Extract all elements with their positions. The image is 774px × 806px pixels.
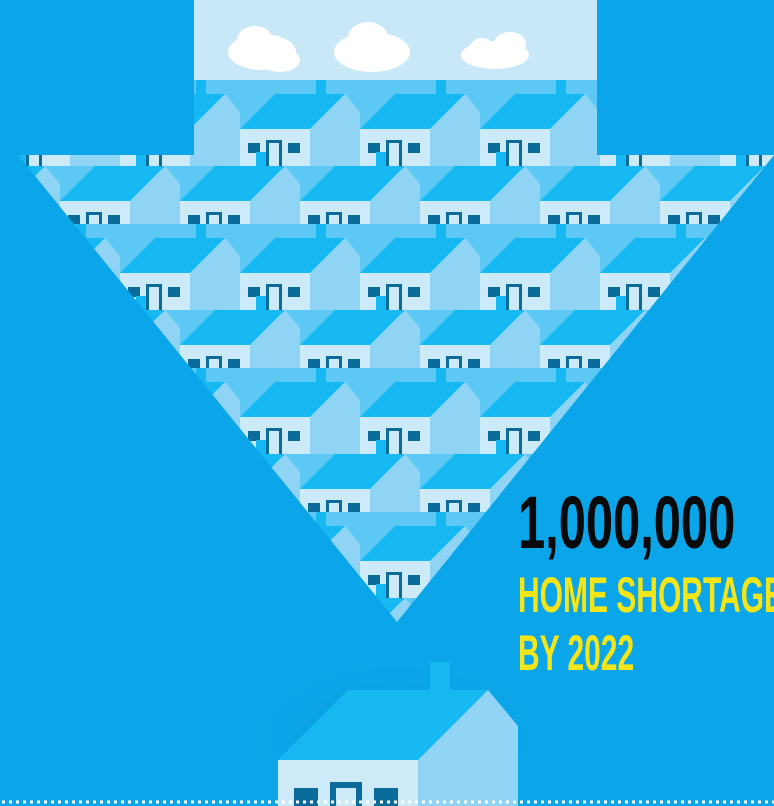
clouds bbox=[228, 22, 529, 72]
headline-line1: HOME SHORTAGE bbox=[518, 567, 774, 623]
headline-line2: BY 2022 bbox=[518, 625, 634, 681]
headline-number: 1,000,000 bbox=[518, 482, 735, 565]
houses-funnel bbox=[18, 155, 774, 622]
sky-panel bbox=[194, 0, 597, 160]
